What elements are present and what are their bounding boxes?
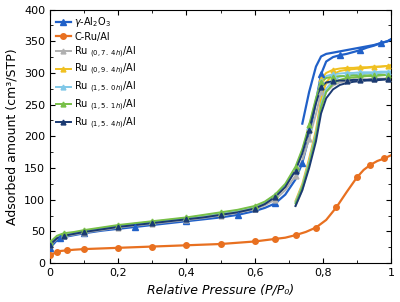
X-axis label: Relative Pressure (P/P₀): Relative Pressure (P/P₀) (147, 284, 294, 297)
Y-axis label: Adsorbed amount (cm³/STP): Adsorbed amount (cm³/STP) (6, 48, 18, 225)
Legend: $\gamma$-Al$_2$O$_3$, C-Ru/Al, Ru $_{(0,7.\ 4h)}$/Al, Ru $_{(0,9.\ 4h)}$/Al, Ru : $\gamma$-Al$_2$O$_3$, C-Ru/Al, Ru $_{(0,… (53, 12, 140, 134)
